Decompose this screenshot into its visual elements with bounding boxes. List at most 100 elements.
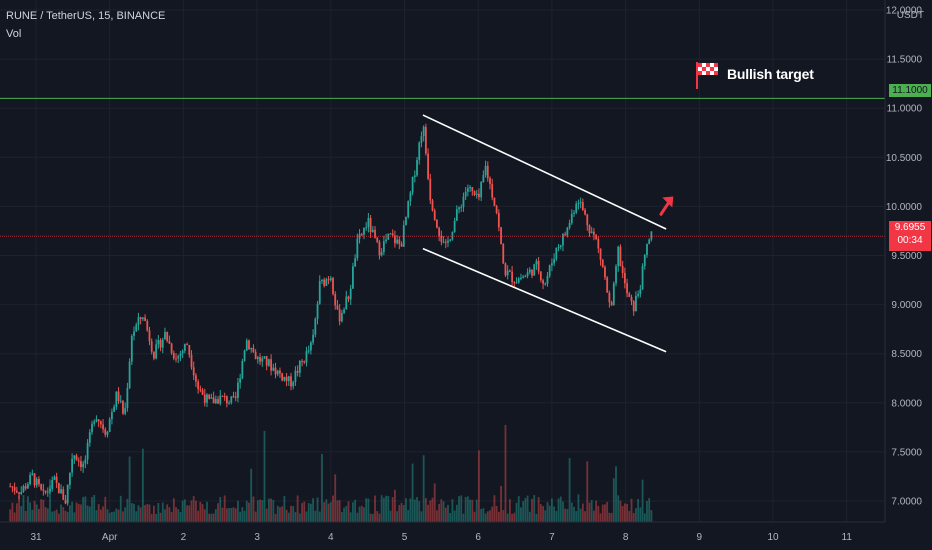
- candle-body: [195, 375, 197, 382]
- volume-bar: [272, 499, 275, 522]
- candle-body: [562, 234, 564, 246]
- candle-body: [9, 486, 12, 488]
- candle-body: [438, 227, 441, 237]
- candle-body: [484, 165, 487, 176]
- volume-bar: [281, 506, 284, 522]
- candle-body: [71, 458, 74, 473]
- candle-body: [427, 153, 429, 179]
- price-tick-label: 8.0000: [891, 398, 922, 409]
- volume-bar: [555, 511, 558, 522]
- grid: [0, 0, 885, 522]
- volume-bar: [639, 507, 642, 522]
- volume-bar: [407, 510, 410, 522]
- candle-body: [181, 350, 184, 354]
- candle-body: [270, 359, 273, 371]
- candle-body: [402, 225, 405, 247]
- volume-bar: [31, 509, 34, 522]
- volume-bar: [38, 508, 40, 522]
- volume-bar: [360, 505, 363, 522]
- volume-bar: [64, 510, 67, 522]
- volume-bar: [533, 495, 536, 522]
- volume-bar: [86, 505, 89, 522]
- volume-bar: [511, 513, 514, 522]
- volume-bar: [436, 510, 438, 522]
- candle-body: [513, 282, 516, 284]
- volume-bar: [26, 496, 29, 522]
- volume-bar: [566, 509, 569, 522]
- time-tick-label: 9: [697, 532, 703, 543]
- time-tick-label: 4: [328, 532, 334, 543]
- volume-bar: [402, 505, 405, 522]
- target-price-tag: 11.1000: [889, 84, 931, 97]
- volume-bar: [374, 495, 376, 522]
- volume-bar: [489, 510, 491, 522]
- volume-bar: [562, 501, 564, 522]
- candle-body: [254, 352, 257, 359]
- candle-body: [369, 217, 372, 233]
- candle-body: [617, 246, 620, 267]
- candle-body: [539, 271, 542, 281]
- candle-body: [409, 192, 412, 202]
- candle-body: [239, 378, 242, 383]
- volume-bar: [117, 509, 120, 522]
- candle-body: [486, 165, 489, 179]
- candle-body: [460, 207, 463, 209]
- volume-bar: [164, 509, 166, 522]
- candle-body: [517, 278, 520, 283]
- volume-bar: [290, 505, 292, 522]
- candle-body: [391, 233, 394, 236]
- volume-bar: [515, 502, 518, 522]
- volume-bar: [643, 513, 646, 522]
- candle-body: [553, 259, 556, 264]
- candle-body: [303, 361, 306, 363]
- volume-bar: [307, 503, 310, 522]
- volume-bar: [628, 510, 631, 522]
- candle-body: [632, 301, 635, 312]
- volume-bar: [524, 497, 527, 522]
- volume-bar: [387, 496, 390, 522]
- candle-body: [577, 203, 580, 205]
- candle-body: [343, 309, 345, 313]
- candle-body: [579, 202, 582, 204]
- candle-body: [511, 271, 514, 283]
- candle-body: [62, 489, 65, 500]
- candle-body: [179, 353, 182, 357]
- volume-bar: [53, 511, 56, 522]
- candle-body: [458, 207, 460, 210]
- candle-body: [531, 269, 533, 276]
- flag-check: [710, 71, 714, 75]
- volume-bar: [35, 504, 38, 522]
- volume-bar: [451, 499, 454, 522]
- volume-bar: [513, 512, 516, 522]
- bullish-target-label[interactable]: Bullish target: [727, 66, 814, 82]
- candle-body: [259, 357, 261, 362]
- volume-indicator-label[interactable]: Vol: [6, 28, 22, 40]
- volume-bar: [57, 513, 60, 522]
- volume-bar: [635, 508, 637, 522]
- last-price-tag: 9.6955 00:34: [889, 221, 931, 251]
- candle-body: [172, 352, 175, 359]
- candle-body: [312, 334, 315, 343]
- volume-bar: [276, 505, 279, 522]
- volume-bar: [453, 510, 456, 522]
- symbol-title[interactable]: RUNE / TetherUS, 15, BINANCE: [6, 10, 166, 22]
- candle-body: [272, 367, 275, 371]
- volume-bar: [440, 499, 443, 522]
- candle-body: [40, 484, 43, 490]
- volume-bar: [577, 494, 580, 522]
- volume-bar: [517, 496, 520, 522]
- candle-body: [139, 317, 142, 320]
- volume-bar: [141, 448, 144, 522]
- volume-bar: [546, 502, 549, 522]
- candle-body: [367, 217, 370, 228]
- candle-body: [137, 317, 140, 325]
- candle-body: [66, 484, 69, 504]
- volume-bar: [201, 504, 204, 522]
- volume-bar: [539, 504, 542, 522]
- volume-bar: [312, 498, 315, 522]
- volume-bar: [648, 498, 651, 522]
- volume-bar: [365, 498, 368, 522]
- volume-bar: [97, 504, 100, 522]
- volume-bar: [473, 511, 476, 522]
